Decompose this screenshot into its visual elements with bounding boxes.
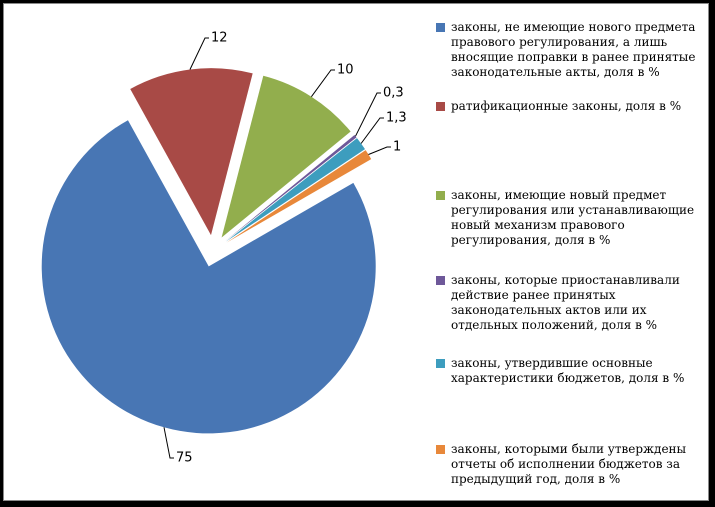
leader-line-4 (360, 117, 384, 144)
data-label-2: 10 (337, 63, 354, 78)
legend-label: законы, утвердившие основные характерист… (451, 356, 685, 385)
data-label-4: 1,3 (386, 111, 407, 126)
pie-slice-1 (130, 68, 253, 236)
chart-container: 75 12 10 0,3 1,3 1 законы, не имеющие нового … (3, 3, 709, 501)
pie-slice-4 (225, 138, 366, 242)
legend-swatch-icon (436, 445, 445, 454)
legend-swatch-icon (436, 191, 445, 200)
leader-line-5 (368, 146, 391, 155)
pie-slice-2 (221, 75, 351, 238)
legend-item-3: законы, которые приостанавливали действи… (436, 273, 698, 333)
legend-label: законы, которые приостанавливали действи… (451, 273, 680, 332)
leader-line-2 (310, 69, 335, 97)
legend-label: ратификационные законы, доля в % (451, 99, 682, 113)
legend-swatch-icon (436, 102, 445, 111)
legend-label: законы, имеющие новый предмет регулирова… (451, 188, 695, 247)
legend-label: законы, не имеющие нового предмета право… (451, 20, 696, 79)
pie-slice-3 (225, 134, 357, 241)
data-label-3: 0,3 (383, 86, 404, 101)
data-label-5: 1 (393, 140, 401, 155)
legend-item-4: законы, утвердившие основные характерист… (436, 356, 698, 386)
legend-item-1: ратификационные законы, доля в % (436, 99, 698, 114)
chart-legend: законы, не имеющие нового предмета право… (434, 4, 704, 500)
legend-item-5: законы, которыми были утверждены отчеты … (436, 442, 698, 487)
legend-swatch-icon (436, 276, 445, 285)
pie-chart: 75 12 10 0,3 1,3 1 (41, 31, 407, 466)
legend-swatch-icon (436, 359, 445, 368)
pie-slice-5 (226, 150, 372, 243)
data-label-1: 12 (211, 31, 228, 46)
leader-line-0 (163, 427, 174, 459)
legend-swatch-icon (436, 23, 445, 32)
leader-line-3 (355, 92, 381, 137)
legend-item-2: законы, имеющие новый предмет регулирова… (436, 188, 698, 248)
legend-item-0: законы, не имеющие нового предмета право… (436, 20, 698, 80)
pie-slice-0 (41, 120, 376, 434)
data-label-0: 75 (176, 451, 193, 466)
leader-line-1 (189, 37, 209, 70)
legend-label: законы, которыми были утверждены отчеты … (451, 442, 687, 486)
